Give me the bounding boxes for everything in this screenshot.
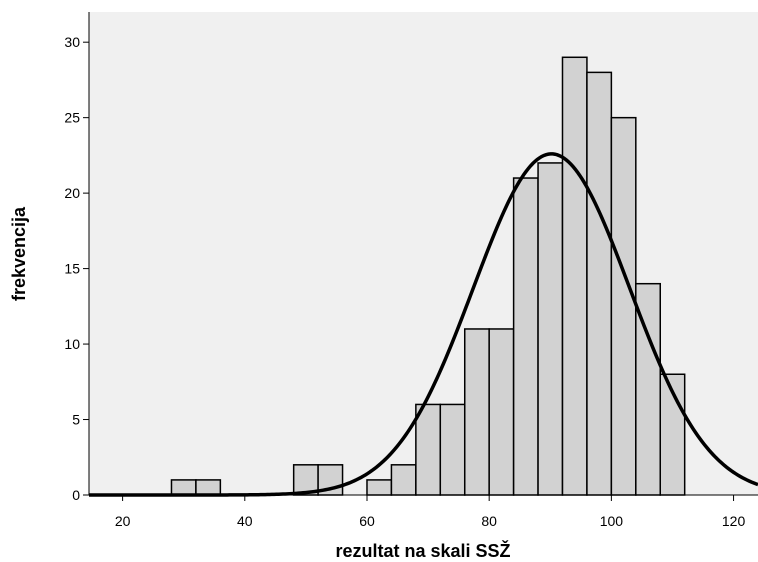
histogram-bar-9: [463, 328, 490, 496]
histogram-bar-1: [170, 479, 197, 496]
histogram-bar-12: [537, 162, 564, 496]
histogram-bar-7: [415, 403, 442, 496]
histogram-bar-10: [488, 328, 515, 496]
histogram-bar-8: [439, 403, 466, 496]
y-tick-label: 0: [72, 487, 80, 503]
x-tick-label: 20: [115, 513, 131, 529]
y-tick-label: 20: [64, 185, 80, 201]
y-axis-title: frekvencija: [9, 206, 29, 301]
histogram-bar-5: [366, 479, 393, 496]
x-tick-label: 80: [481, 513, 497, 529]
y-tick-label: 30: [64, 34, 80, 50]
x-axis-ticks: 20 40 60 80 100 120: [115, 495, 746, 529]
histogram-bar-11: [512, 177, 539, 496]
histogram-bar-2: [195, 479, 222, 496]
x-tick-label: 120: [722, 513, 746, 529]
x-tick-label: 40: [237, 513, 253, 529]
y-tick-label: 5: [72, 412, 80, 428]
y-axis-ticks: 0 5 10 15 20 25 30: [64, 34, 89, 503]
x-tick-label: 60: [359, 513, 375, 529]
x-tick-label: 100: [600, 513, 624, 529]
histogram-bar-14: [586, 71, 613, 496]
x-axis-title: rezultat na skali SSŽ: [335, 540, 510, 561]
histogram-bar-13: [561, 56, 588, 496]
y-tick-label: 10: [64, 336, 80, 352]
y-tick-label: 15: [64, 261, 80, 277]
histogram-bars: [170, 56, 686, 496]
y-tick-label: 25: [64, 110, 80, 126]
histogram-bar-6: [390, 464, 417, 496]
histogram-bar-15: [610, 116, 637, 496]
